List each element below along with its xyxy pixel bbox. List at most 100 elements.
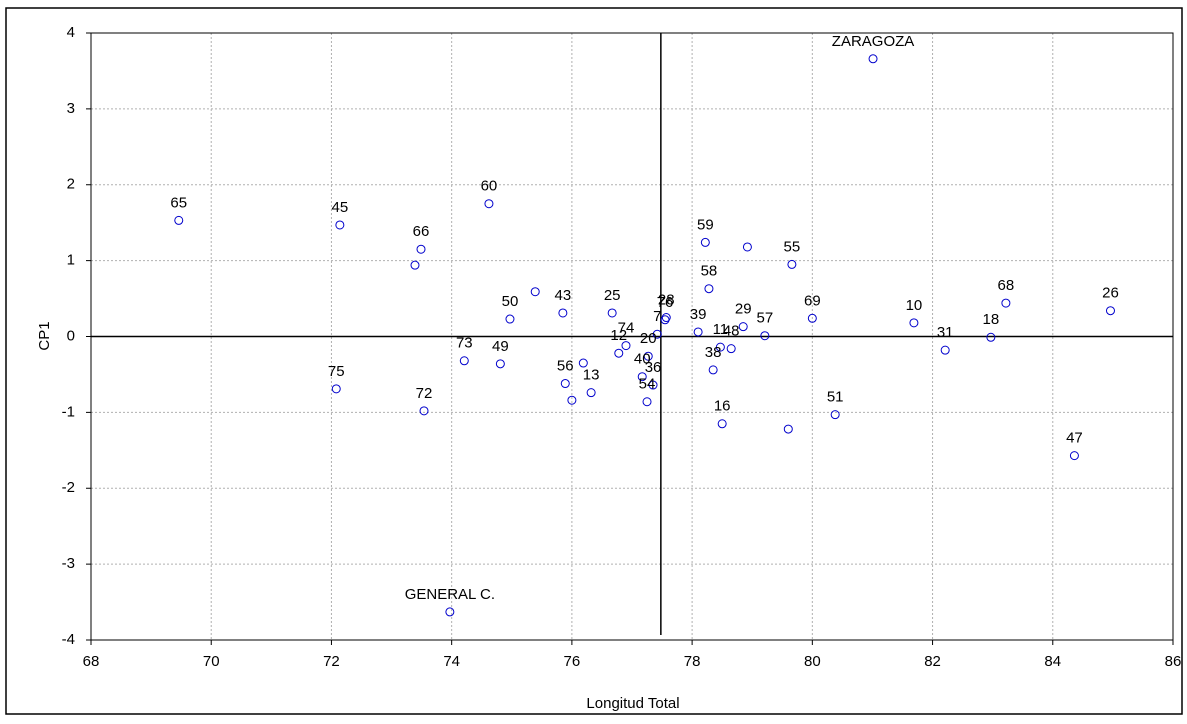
point-label: 16 (714, 398, 731, 415)
y-tick-label: 1 (67, 252, 75, 269)
point (783, 424, 793, 434)
point (1001, 298, 1011, 308)
point (986, 332, 996, 342)
point-label: 18 (983, 311, 1000, 328)
point (419, 406, 429, 416)
y-tick-label: 3 (67, 100, 75, 117)
x-axis-label: Longitud Total (586, 695, 679, 712)
point-label: 68 (998, 277, 1015, 294)
y-axis-label: CP1 (36, 321, 53, 350)
x-tick-label: 72 (323, 653, 340, 670)
point-label: 20 (640, 330, 657, 347)
point (830, 410, 840, 420)
point-label: 36 (645, 359, 662, 376)
point-label: 58 (701, 263, 718, 280)
point (909, 318, 919, 328)
point (715, 342, 725, 352)
point (1105, 306, 1115, 316)
point (652, 329, 662, 339)
y-tick-label: -1 (62, 403, 75, 420)
point-label: 49 (492, 338, 509, 355)
point-label: 65 (170, 194, 187, 211)
point (940, 345, 950, 355)
point-label: 55 (784, 238, 801, 255)
point-label: 26 (1102, 285, 1119, 302)
point (578, 358, 588, 368)
point (704, 284, 714, 294)
point (1069, 451, 1079, 461)
point-label: 75 (328, 363, 345, 380)
point (416, 244, 426, 254)
y-tick-label: -2 (62, 479, 75, 496)
point (660, 315, 670, 325)
point (174, 215, 184, 225)
point-label: 73 (456, 335, 473, 352)
y-tick-label: -4 (62, 631, 75, 648)
point (637, 372, 647, 382)
point (495, 359, 505, 369)
point (505, 314, 515, 324)
point-label: 48 (723, 323, 740, 340)
point-label: 43 (555, 287, 572, 304)
point (717, 419, 727, 429)
point (642, 397, 652, 407)
point-label: 38 (705, 344, 722, 361)
point-label: 76 (657, 294, 674, 311)
x-tick-label: 84 (1044, 653, 1061, 670)
point (726, 344, 736, 354)
point-label: 39 (690, 306, 707, 323)
point-label: 47 (1066, 430, 1083, 447)
y-tick-label: 0 (67, 327, 75, 344)
point (335, 220, 345, 230)
x-tick-label: 80 (804, 653, 821, 670)
point (560, 379, 570, 389)
point-label: 72 (416, 385, 433, 402)
point-label: 74 (618, 320, 635, 337)
point (661, 313, 671, 323)
point (700, 237, 710, 247)
point (530, 287, 540, 297)
x-tick-label: 70 (203, 653, 220, 670)
x-tick-label: 74 (443, 653, 460, 670)
point (586, 388, 596, 398)
point (738, 322, 748, 332)
point (621, 341, 631, 351)
point-label: 13 (583, 367, 600, 384)
point-label: 40 (634, 351, 651, 368)
point (643, 351, 653, 361)
point-label: ZARAGOZA (832, 33, 915, 50)
point (567, 395, 577, 405)
point (708, 365, 718, 375)
point-label: 50 (502, 293, 519, 310)
point (331, 384, 341, 394)
point-label: 56 (557, 358, 574, 375)
point (742, 242, 752, 252)
point-label: 66 (413, 223, 430, 240)
point-label: 31 (937, 324, 954, 341)
x-tick-label: 86 (1165, 653, 1182, 670)
frame (5, 7, 1183, 715)
point-label: 28 (658, 292, 675, 309)
x-tick-label: 68 (83, 653, 100, 670)
point-label: 45 (332, 199, 349, 216)
point-label: 60 (481, 178, 498, 195)
point (693, 327, 703, 337)
x-tick-label: 76 (564, 653, 581, 670)
point (807, 313, 817, 323)
point (868, 54, 878, 64)
point-label: 25 (604, 287, 621, 304)
point (614, 348, 624, 358)
point (648, 380, 658, 390)
point-label: 12 (610, 327, 627, 344)
point-label: 51 (827, 389, 844, 406)
point (484, 199, 494, 209)
point (459, 356, 469, 366)
y-tick-label: 4 (67, 24, 75, 41)
x-tick-label: 78 (684, 653, 701, 670)
point (607, 308, 617, 318)
point (445, 607, 455, 617)
point-label: 69 (804, 292, 821, 309)
point-label: 29 (735, 301, 752, 318)
point-label: 54 (639, 376, 656, 393)
